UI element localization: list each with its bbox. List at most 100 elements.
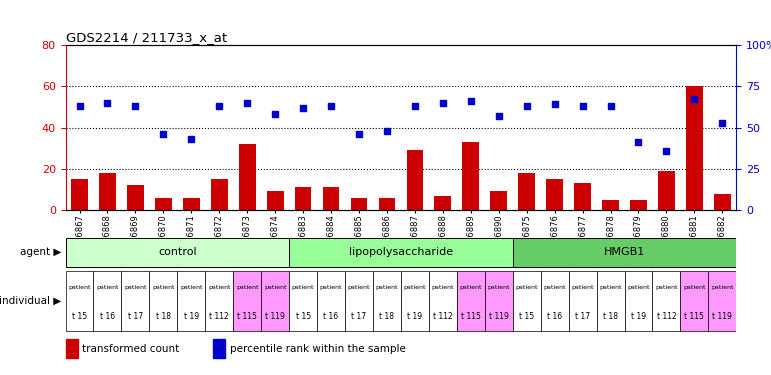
Text: control: control — [158, 246, 197, 256]
Bar — [127, 185, 143, 210]
Text: patient: patient — [236, 285, 258, 290]
Text: t 112: t 112 — [210, 312, 229, 321]
Bar — [652, 271, 680, 331]
Text: t 16: t 16 — [324, 312, 338, 321]
Text: patient: patient — [544, 285, 566, 290]
Text: t 115: t 115 — [237, 312, 258, 321]
Text: t 17: t 17 — [575, 312, 590, 321]
Text: patient: patient — [320, 285, 342, 290]
Bar — [351, 198, 367, 210]
Point — [101, 100, 113, 106]
Point — [381, 128, 393, 134]
Point — [520, 103, 533, 109]
Bar — [625, 271, 652, 331]
Bar — [233, 271, 261, 331]
Text: patient: patient — [69, 285, 91, 290]
Text: agent ▶: agent ▶ — [20, 247, 62, 257]
Bar — [513, 271, 540, 331]
Text: t 18: t 18 — [379, 312, 395, 321]
Bar — [261, 271, 289, 331]
Point — [297, 105, 309, 111]
Text: t 19: t 19 — [183, 312, 199, 321]
Bar — [177, 271, 205, 331]
Text: patient: patient — [264, 285, 286, 290]
Text: patient: patient — [683, 285, 705, 290]
Bar — [150, 271, 177, 331]
Bar — [714, 194, 731, 210]
Bar — [71, 179, 88, 210]
Point — [130, 103, 142, 109]
Bar — [686, 86, 702, 210]
Point — [213, 103, 225, 109]
Point — [604, 103, 617, 109]
Bar — [295, 188, 311, 210]
Bar — [546, 179, 563, 210]
Bar — [66, 238, 289, 267]
Point — [660, 148, 672, 154]
Text: t 17: t 17 — [352, 312, 366, 321]
Text: t 15: t 15 — [295, 312, 311, 321]
Bar — [267, 191, 284, 210]
Text: t 119: t 119 — [712, 312, 732, 321]
Bar — [540, 271, 568, 331]
Bar — [345, 271, 373, 331]
Text: individual ▶: individual ▶ — [0, 296, 62, 306]
Bar — [213, 339, 225, 358]
Text: patient: patient — [711, 285, 733, 290]
Bar — [434, 196, 451, 210]
Text: GDS2214 / 211733_x_at: GDS2214 / 211733_x_at — [66, 31, 227, 44]
Text: t 18: t 18 — [603, 312, 618, 321]
Text: t 112: t 112 — [433, 312, 453, 321]
Bar — [680, 271, 709, 331]
Point — [185, 136, 197, 142]
Bar — [183, 198, 200, 210]
Point — [353, 131, 365, 137]
Bar — [485, 271, 513, 331]
Bar — [658, 171, 675, 210]
Text: t 16: t 16 — [100, 312, 115, 321]
Text: patient: patient — [180, 285, 203, 290]
Bar — [401, 271, 429, 331]
Bar — [406, 150, 423, 210]
Bar — [373, 271, 401, 331]
Bar — [379, 198, 396, 210]
Bar — [429, 271, 456, 331]
Bar — [205, 271, 233, 331]
Text: t 15: t 15 — [519, 312, 534, 321]
Bar — [122, 271, 150, 331]
Text: patient: patient — [599, 285, 621, 290]
Text: patient: patient — [655, 285, 678, 290]
Text: patient: patient — [460, 285, 482, 290]
Bar — [490, 191, 507, 210]
Point — [493, 113, 505, 119]
Text: t 17: t 17 — [128, 312, 143, 321]
Text: percentile rank within the sample: percentile rank within the sample — [230, 345, 406, 354]
Bar — [66, 339, 78, 358]
Bar — [602, 200, 619, 210]
Bar — [317, 271, 345, 331]
Text: t 119: t 119 — [265, 312, 285, 321]
Bar — [66, 271, 93, 331]
Text: t 16: t 16 — [547, 312, 562, 321]
Text: patient: patient — [432, 285, 454, 290]
Point — [269, 111, 281, 117]
Text: t 18: t 18 — [156, 312, 171, 321]
Point — [73, 103, 86, 109]
Bar — [518, 173, 535, 210]
Text: patient: patient — [487, 285, 510, 290]
Text: patient: patient — [571, 285, 594, 290]
Text: patient: patient — [292, 285, 315, 290]
Text: patient: patient — [124, 285, 146, 290]
Point — [548, 101, 561, 107]
Point — [157, 131, 170, 137]
Bar — [568, 271, 597, 331]
Point — [325, 103, 337, 109]
Text: patient: patient — [152, 285, 174, 290]
Text: HMGB1: HMGB1 — [604, 246, 645, 256]
Bar — [463, 142, 479, 210]
Bar — [597, 271, 625, 331]
Text: patient: patient — [375, 285, 398, 290]
Point — [577, 103, 589, 109]
Text: t 112: t 112 — [657, 312, 676, 321]
Text: patient: patient — [516, 285, 538, 290]
